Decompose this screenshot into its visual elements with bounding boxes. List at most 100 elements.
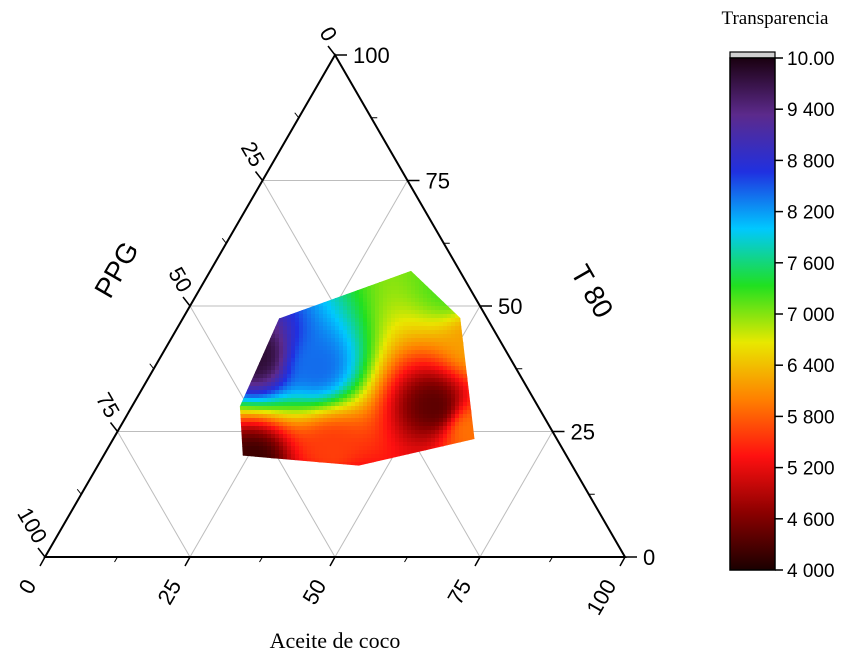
contour-cell bbox=[451, 418, 456, 423]
contour-cell bbox=[339, 350, 344, 355]
contour-cell bbox=[347, 362, 352, 367]
contour-cell bbox=[339, 314, 344, 319]
contour-cell bbox=[323, 326, 328, 331]
contour-cell bbox=[291, 358, 296, 363]
contour-cell bbox=[291, 330, 296, 335]
contour-cell bbox=[383, 422, 388, 427]
contour-cell bbox=[299, 390, 304, 395]
contour-cell bbox=[375, 314, 380, 319]
contour-cell bbox=[359, 310, 364, 315]
contour-cell bbox=[455, 410, 460, 415]
contour-cell bbox=[259, 334, 264, 339]
contour-cell bbox=[367, 394, 372, 399]
contour-cell bbox=[363, 298, 368, 303]
contour-cell bbox=[467, 358, 472, 363]
contour-cell bbox=[463, 418, 468, 423]
contour-cell bbox=[427, 450, 432, 455]
contour-cell bbox=[291, 430, 296, 435]
contour-cell bbox=[319, 318, 324, 323]
contour-cell bbox=[451, 430, 456, 435]
contour-cell bbox=[335, 290, 340, 295]
contour-cell bbox=[339, 346, 344, 351]
contour-cell bbox=[363, 278, 368, 283]
contour-cell bbox=[427, 294, 432, 299]
contour-cell bbox=[355, 446, 360, 451]
contour-cell bbox=[463, 378, 468, 383]
contour-cell bbox=[407, 362, 412, 367]
contour-cell bbox=[431, 290, 436, 295]
contour-cell bbox=[251, 366, 256, 371]
contour-cell bbox=[259, 390, 264, 395]
contour-cell bbox=[307, 330, 312, 335]
contour-cell bbox=[467, 270, 472, 275]
contour-cell bbox=[459, 434, 464, 439]
contour-cell bbox=[359, 354, 364, 359]
contour-cell bbox=[359, 458, 364, 463]
contour-cell bbox=[407, 414, 412, 419]
contour-cell bbox=[379, 278, 384, 283]
contour-cell bbox=[335, 454, 340, 459]
contour-cell bbox=[455, 386, 460, 391]
contour-cell bbox=[427, 438, 432, 443]
contour-cell bbox=[263, 326, 268, 331]
contour-cell bbox=[343, 454, 348, 459]
contour-cell bbox=[303, 354, 308, 359]
contour-cell bbox=[371, 274, 376, 279]
contour-cell bbox=[351, 450, 356, 455]
contour-cell bbox=[471, 422, 475, 427]
contour-cell bbox=[299, 326, 304, 331]
contour-cell bbox=[391, 286, 396, 291]
contour-cell bbox=[367, 302, 372, 307]
contour-cell bbox=[347, 342, 352, 347]
contour-cell bbox=[295, 394, 300, 399]
contour-cell bbox=[423, 398, 428, 403]
contour-cell bbox=[283, 462, 288, 466]
contour-cell bbox=[459, 390, 464, 395]
contour-cell bbox=[311, 334, 316, 339]
contour-cell bbox=[315, 338, 320, 343]
contour-cell bbox=[283, 318, 288, 323]
contour-cell bbox=[415, 370, 420, 375]
contour-cell bbox=[411, 306, 416, 311]
contour-cell bbox=[395, 342, 400, 347]
contour-cell bbox=[319, 286, 324, 291]
contour-cell bbox=[351, 278, 356, 283]
contour-cell bbox=[443, 302, 448, 307]
contour-cell bbox=[263, 366, 268, 371]
contour-cell bbox=[291, 346, 296, 351]
contour-cell bbox=[407, 326, 412, 331]
contour-cell bbox=[415, 282, 420, 287]
contour-cell bbox=[447, 278, 452, 283]
bottom-tick bbox=[619, 556, 626, 567]
contour-cell bbox=[395, 334, 400, 339]
contour-cell bbox=[319, 382, 324, 387]
contour-cell bbox=[431, 450, 436, 455]
contour-cell bbox=[399, 338, 404, 343]
contour-cell bbox=[447, 358, 452, 363]
contour-cell bbox=[283, 278, 288, 283]
contour-cell bbox=[387, 430, 392, 435]
contour-cell bbox=[403, 422, 408, 427]
contour-cell bbox=[383, 286, 388, 291]
contour-cell bbox=[267, 422, 272, 427]
contour-cell bbox=[243, 370, 248, 375]
contour-cell bbox=[459, 310, 464, 315]
contour-cell bbox=[275, 358, 280, 363]
contour-cell bbox=[451, 310, 456, 315]
contour-cell bbox=[271, 418, 276, 423]
contour-cell bbox=[399, 290, 404, 295]
contour-cell bbox=[275, 330, 280, 335]
contour-cell bbox=[327, 406, 332, 411]
contour-cell bbox=[319, 314, 324, 319]
contour-cell bbox=[271, 346, 276, 351]
contour-cell bbox=[339, 454, 344, 459]
contour-cell bbox=[287, 326, 292, 331]
contour-cell bbox=[323, 366, 328, 371]
contour-cell bbox=[263, 426, 268, 431]
contour-cell bbox=[343, 310, 348, 315]
contour-cell bbox=[275, 278, 280, 283]
contour-cell bbox=[387, 442, 392, 447]
contour-cell bbox=[263, 274, 268, 279]
minor-tick bbox=[114, 556, 118, 563]
contour-cell bbox=[379, 346, 384, 351]
